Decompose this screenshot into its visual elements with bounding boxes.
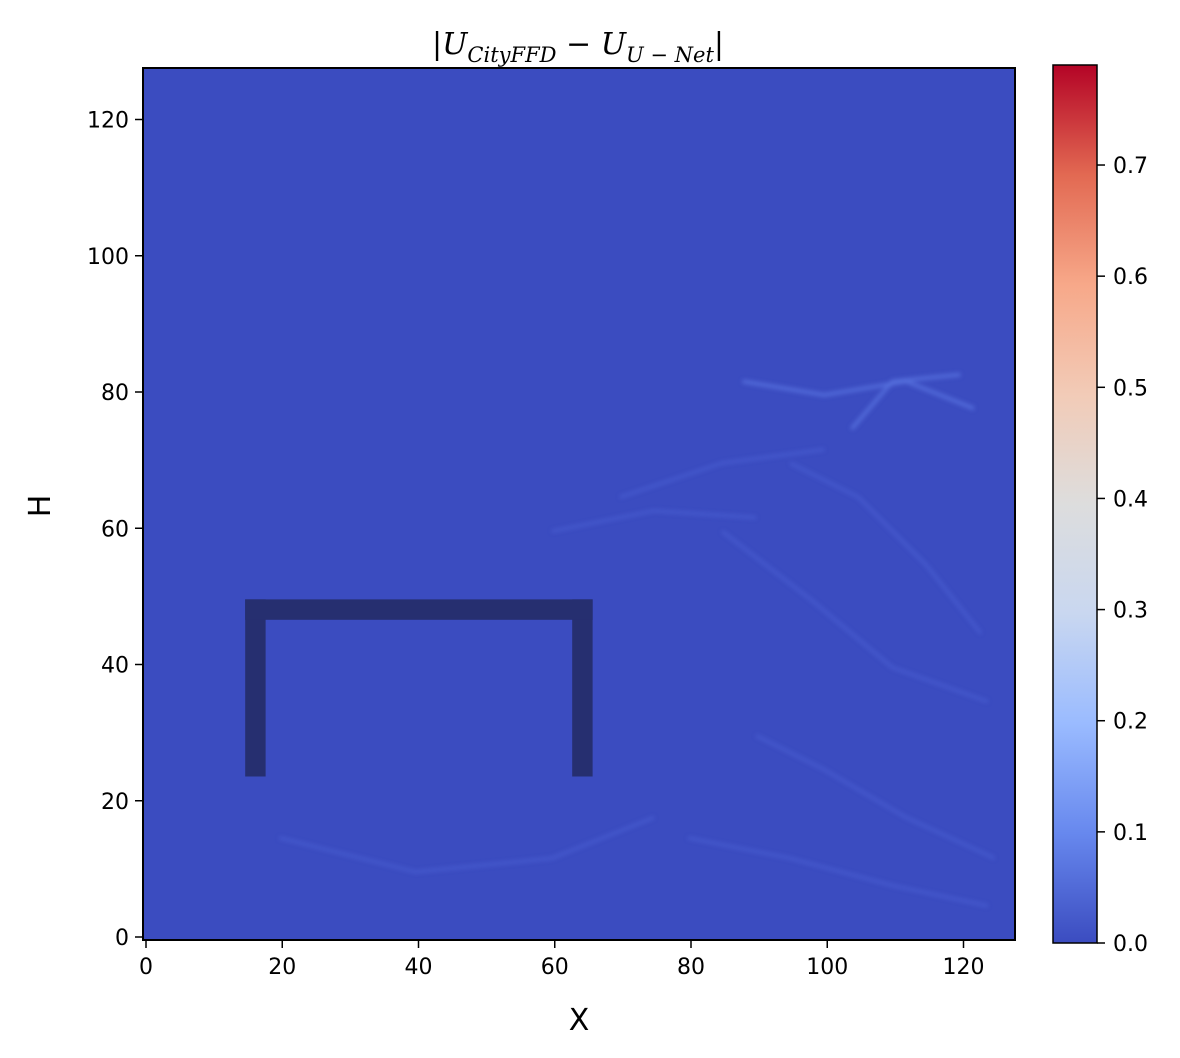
wake-streak (278, 816, 655, 874)
y-axis-label: H (23, 495, 58, 518)
y-tick-label: 120 (87, 109, 129, 134)
title-symbol-b: U (601, 27, 628, 62)
colorbar-tick-label: 0.7 (1113, 154, 1148, 179)
plot-frame (142, 67, 1016, 941)
wake-streak (721, 530, 989, 704)
colorbar-ticks: 0.0 0.1 0.2 0.3 0.4 0.5 0.6 0.7 (1097, 154, 1148, 957)
x-tick-label: 120 (943, 955, 985, 980)
heatmap-field (143, 68, 1015, 940)
title-bar-right: | (714, 27, 724, 62)
obstacle (245, 599, 593, 777)
heatmap-texture (278, 372, 996, 908)
colorbar-bar (1052, 64, 1098, 944)
wake-streak (551, 509, 757, 533)
wake-streak (687, 836, 989, 908)
x-axis: 0 20 40 60 80 100 120 (139, 940, 985, 980)
obstacle-wall (245, 599, 593, 620)
x-tick-label: 60 (541, 955, 569, 980)
x-tick-label: 100 (806, 955, 848, 980)
colorbar-tick-label: 0.4 (1113, 487, 1148, 512)
y-tick-label: 100 (87, 245, 129, 270)
obstacle-wall (572, 599, 593, 777)
colorbar-tick-label: 0.5 (1113, 376, 1148, 401)
obstacle-wall (245, 599, 266, 777)
y-tick-label: 60 (101, 517, 129, 542)
x-tick-label: 0 (139, 955, 153, 980)
colorbar-tick-label: 0.0 (1113, 932, 1148, 957)
plot-area (142, 67, 1016, 941)
colorbar-tick-label: 0.1 (1113, 821, 1148, 846)
x-tick-label: 20 (268, 955, 296, 980)
wake-streak (742, 379, 975, 411)
y-tick-label: 0 (115, 926, 129, 951)
x-tick-label: 40 (405, 955, 433, 980)
y-tick-label: 20 (101, 790, 129, 815)
chart-title: |UCityFFD − UU − Net| (432, 27, 724, 67)
title-subscript-a: CityFFD (467, 43, 556, 67)
colorbar-tick-label: 0.3 (1113, 599, 1148, 624)
wake-streak (755, 734, 996, 860)
colorbar-tick-label: 0.6 (1113, 265, 1148, 290)
y-axis: 0 20 40 60 80 100 120 (87, 109, 143, 951)
wake-streak (789, 461, 983, 635)
title-subscript-b: U − Net (626, 43, 714, 67)
wake-streak (619, 448, 825, 499)
x-tick-label: 80 (677, 955, 705, 980)
y-tick-label: 80 (101, 381, 129, 406)
wake-streak (849, 372, 961, 431)
colorbar-tick-label: 0.2 (1113, 710, 1148, 735)
x-axis-label: X (569, 1003, 590, 1038)
title-bar-left: | (432, 27, 442, 62)
y-tick-label: 40 (101, 654, 129, 679)
title-operator: − (556, 27, 600, 62)
title-symbol-a: U (442, 27, 469, 62)
colorbar: 0.0 0.1 0.2 0.3 0.4 0.5 0.6 0.7 (1052, 64, 1148, 957)
